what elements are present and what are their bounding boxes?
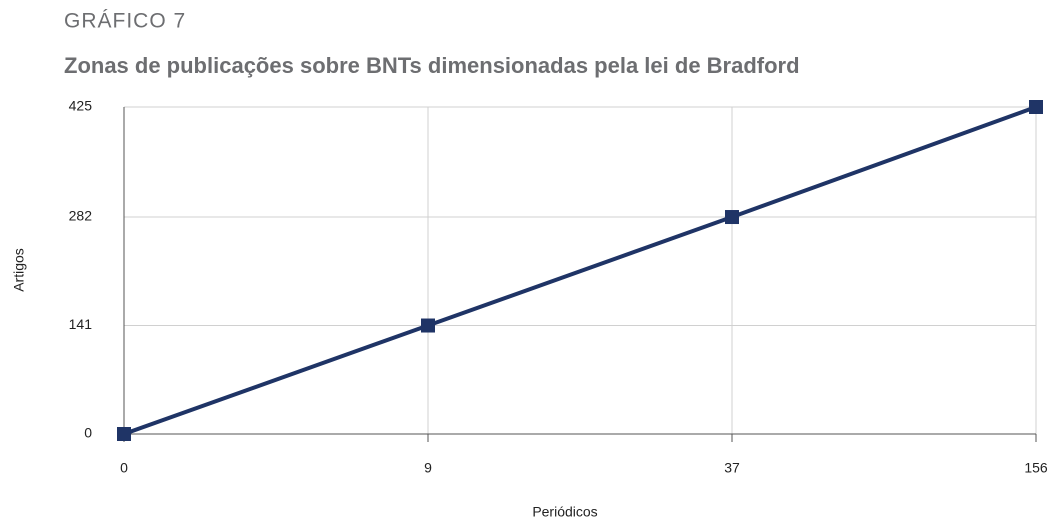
point-marker [117, 427, 131, 441]
y-tick-label: 425 [69, 98, 93, 114]
chart-title: Zonas de publicações sobre BNTs dimensio… [64, 53, 800, 78]
x-tick-label: 0 [120, 460, 128, 476]
point-marker [421, 318, 435, 333]
y-axis-label: Artigos [11, 248, 27, 292]
y-tick-label: 0 [84, 425, 92, 441]
chart-subtitle: GRÁFICO 7 [64, 10, 186, 33]
x-axis-label: Periódicos [532, 504, 597, 520]
point-marker [1029, 100, 1043, 114]
line-series [123, 105, 1037, 436]
x-tick-label: 9 [424, 460, 432, 476]
y-tick-label: 282 [69, 208, 93, 224]
point-marker [725, 210, 739, 225]
x-tick-label: 37 [724, 460, 740, 476]
y-tick-label: 141 [69, 316, 93, 332]
x-tick-label: 156 [1024, 460, 1048, 476]
